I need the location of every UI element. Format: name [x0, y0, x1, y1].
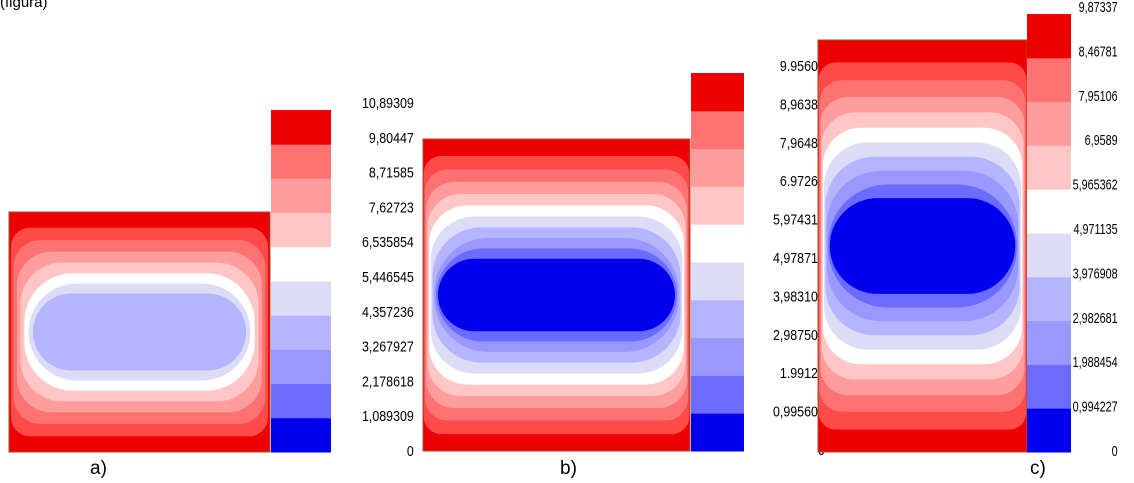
- colorbar-swatch-c-8: [1027, 57, 1071, 103]
- colorbar-swatch-b-7: [691, 148, 744, 187]
- colorbar-tick-a-0: 0: [407, 443, 414, 459]
- colorbar-tick-a-1: 1,089309: [362, 408, 414, 424]
- colorbar-tick-a-7: 7,62723: [369, 199, 414, 215]
- colorbar-swatch-b-5: [691, 224, 744, 263]
- colorbar-swatch-a-2: [271, 349, 331, 385]
- colorbar-swatch-b-0: [691, 413, 744, 452]
- colorbar-swatch-b-1: [691, 375, 744, 414]
- panel-label-a: a): [90, 458, 107, 479]
- colorbar-tick-c-6: 5,965362: [1073, 176, 1118, 193]
- colorbar-swatch-c-2: [1027, 320, 1071, 365]
- colorbar-tick-b-10: 9.95605: [780, 58, 825, 74]
- colorbar-tick-c-0: 0: [1112, 442, 1118, 459]
- colorbar-swatch-a-1: [271, 383, 331, 419]
- colorbar-tick-a-10: 10,89309: [362, 95, 414, 111]
- contour-band-b-0: [438, 258, 675, 332]
- colorbar-tick-c-1: 0,994227: [1073, 398, 1118, 415]
- contour-band-a-3: [32, 293, 247, 371]
- colorbar-tick-a-6: 6,535854: [362, 234, 414, 250]
- colorbar-swatch-c-7: [1027, 101, 1071, 146]
- colorbar-tick-c-4: 3,976908: [1073, 265, 1118, 282]
- colorbar-swatch-a-5: [271, 246, 331, 282]
- colorbar-tick-b-4: 3,983109: [773, 288, 825, 304]
- colorbar-tick-a-9: 9,80447: [369, 130, 414, 146]
- caption-fragment: (figura): [0, 0, 48, 11]
- colorbar-tick-c-3: 2,982681: [1073, 309, 1118, 326]
- colorbar-tick-c-5: 4,971135: [1073, 220, 1117, 237]
- colorbar-tick-c-8: 7,95106: [1079, 87, 1118, 104]
- colorbar-swatch-c-1: [1027, 364, 1071, 409]
- colorbar-swatch-a-3: [271, 315, 331, 350]
- colorbar-swatch-a-4: [271, 281, 331, 316]
- colorbar-tick-b-6: 5,974319: [773, 212, 825, 228]
- panel-label-c: c): [1030, 458, 1046, 479]
- colorbar-swatch-b-9: [691, 73, 744, 112]
- colorbar-tick-b-3: 2,987504: [773, 327, 825, 343]
- colorbar-swatch-b-2: [691, 337, 744, 376]
- colorbar-swatch-a-0: [271, 417, 331, 453]
- colorbar-tick-b-7: 6.97268: [780, 173, 825, 189]
- colorbar-swatch-a-9: [271, 110, 331, 145]
- colorbar-swatch-b-6: [691, 186, 744, 225]
- contour-band-c-0: [829, 198, 1016, 294]
- plot-frame-a: [8, 211, 271, 453]
- panel-label-b: b): [560, 458, 577, 479]
- colorbar-tick-a-4: 4,357236: [362, 304, 414, 320]
- colorbar-tick-b-1: 0,995605: [773, 404, 825, 420]
- colorbar-swatch-a-8: [271, 144, 331, 179]
- colorbar-tick-b-5: 4,978714: [773, 250, 825, 266]
- colorbar-tick-a-2: 2,178618: [362, 373, 414, 389]
- colorbar-tick-c-2: 1,988454: [1073, 353, 1118, 370]
- colorbar-tick-c-10: 9,87337: [1079, 0, 1118, 15]
- colorbar-swatch-c-3: [1027, 276, 1071, 322]
- colorbar-tick-c-9: 8,46781: [1079, 43, 1118, 60]
- colorbar-swatch-b-8: [691, 110, 744, 150]
- plot-frame-b: [422, 138, 691, 452]
- colorbar-swatch-c-9: [1027, 14, 1071, 59]
- colorbar-tick-b-8: 7,96484: [780, 135, 825, 151]
- colorbar-swatch-a-6: [271, 212, 331, 248]
- colorbar-tick-a-8: 8,71585: [369, 165, 414, 181]
- colorbar-tick-a-5: 5,446545: [362, 269, 414, 285]
- colorbar-tick-b-9: 8,96389: [780, 96, 825, 112]
- colorbar-swatch-c-6: [1027, 145, 1071, 190]
- colorbar-swatch-c-5: [1027, 189, 1071, 234]
- colorbar-tick-b-2: 1.99121: [780, 365, 825, 381]
- colorbar-swatch-b-4: [691, 262, 744, 301]
- colorbar-tick-c-7: 6,9589: [1085, 131, 1118, 148]
- colorbar-swatch-c-0: [1027, 408, 1071, 453]
- colorbar-swatch-b-3: [691, 299, 744, 339]
- colorbar-swatch-c-4: [1027, 233, 1071, 278]
- colorbar-tick-a-3: 3,267927: [362, 339, 414, 355]
- colorbar-swatch-a-7: [271, 178, 331, 214]
